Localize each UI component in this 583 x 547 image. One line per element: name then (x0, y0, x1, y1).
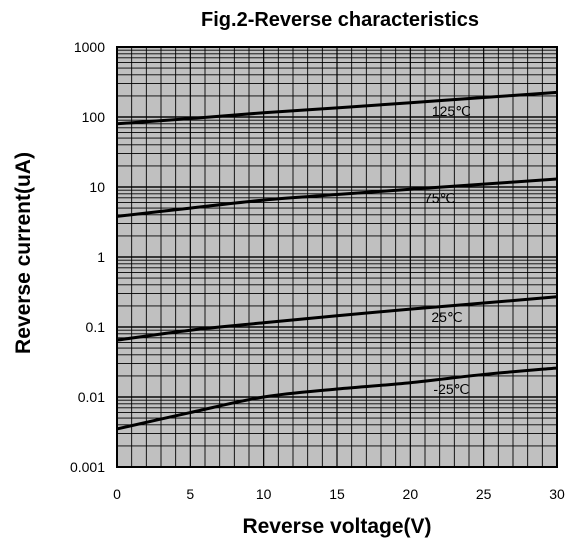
y-tick-label: 1000 (74, 39, 105, 55)
x-tick-label: 5 (186, 486, 194, 502)
y-tick-label: 1 (97, 249, 105, 265)
series-line-1 (116, 177, 558, 218)
x-axis-title: Reverse voltage(V) (242, 515, 431, 538)
x-tick-label: 10 (256, 486, 272, 502)
chart-title: Fig.2-Reverse characteristics (201, 9, 479, 31)
plot-frame (116, 46, 558, 468)
y-tick-label: 0.01 (78, 389, 105, 405)
series-label-3: -25℃ (433, 381, 469, 397)
grid (116, 46, 558, 468)
x-tick-label: 25 (476, 486, 492, 502)
y-tick-label: 0.001 (70, 459, 105, 475)
series-line-0 (116, 90, 558, 126)
series-line-2 (116, 295, 558, 342)
series-line-3 (116, 366, 558, 431)
series-label-2: 25℃ (431, 309, 462, 325)
series-label-0: 125℃ (432, 103, 471, 119)
series-label-1: 75℃ (424, 190, 455, 206)
x-tick-label: 20 (403, 486, 419, 502)
x-tick-label: 30 (549, 486, 565, 502)
y-tick-label: 0.1 (86, 319, 106, 335)
y-axis-title: Reverse current(uA) (12, 152, 35, 354)
x-tick-label: 0 (113, 486, 121, 502)
y-tick-label: 100 (82, 109, 106, 125)
x-tick-label: 15 (329, 486, 345, 502)
y-tick-label: 10 (89, 179, 105, 195)
